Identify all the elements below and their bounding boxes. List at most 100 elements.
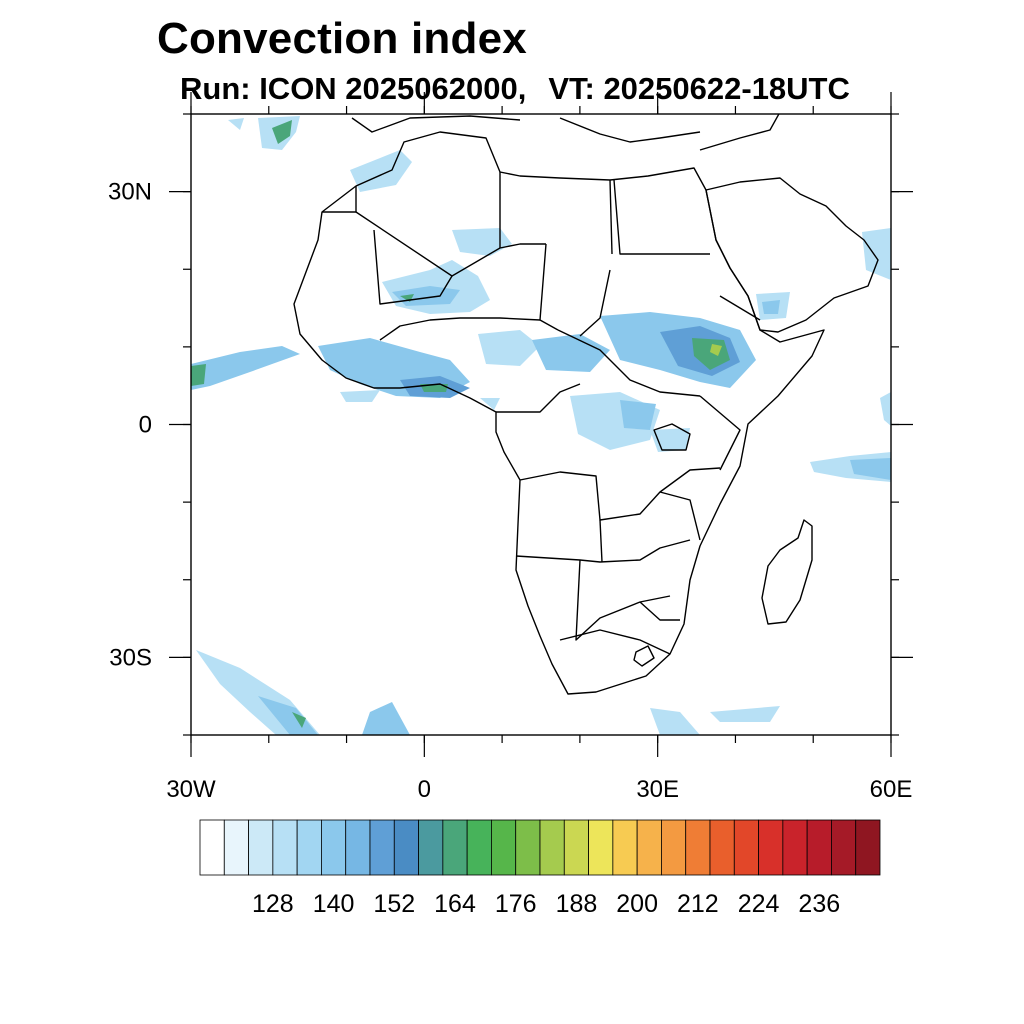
colorbar-labels: 128 140 152 164 176 188 200 212 224 236: [252, 890, 840, 918]
field-patch: [532, 334, 610, 372]
border: [609, 179, 613, 255]
chart-subtitle: Run: ICON 2025062000, VT: 20250622-18UTC: [180, 71, 850, 107]
field-patch: [480, 398, 500, 410]
colorbar-label: 140: [313, 890, 355, 918]
colorbar: [199, 819, 881, 876]
border: [557, 329, 701, 397]
border: [515, 539, 691, 563]
axis-tick-labels: 30W 0 30E 60E 30N 0 30S: [108, 179, 912, 803]
field-patch: [452, 228, 512, 256]
colorbar-swatch: [782, 819, 808, 876]
colorbar-swatch: [248, 819, 274, 876]
field-patch: [191, 364, 206, 386]
colorbar-swatch: [539, 819, 565, 876]
x-tick-label: 0: [418, 776, 431, 803]
colorbar-label: 176: [495, 890, 537, 918]
europe-coast: [351, 115, 521, 133]
colorbar-swatch: [709, 819, 735, 876]
colorbar-swatch: [466, 819, 492, 876]
colorbar-label: 164: [434, 890, 476, 918]
border: [519, 467, 721, 521]
valid-time-label: VT: 20250622-18UTC: [548, 71, 850, 106]
arabia-coast: [705, 177, 879, 333]
border: [559, 629, 671, 655]
colorbar-swatch: [199, 819, 225, 876]
colorbar-swatch: [661, 819, 687, 876]
colorbar-swatch: [636, 819, 662, 876]
field-patch: [191, 346, 300, 390]
border: [373, 229, 453, 305]
colorbar-swatch: [442, 819, 468, 876]
run-label: Run: ICON 2025062000,: [180, 71, 527, 106]
x-tick-label: 60E: [870, 776, 913, 803]
colorbar-label: 236: [798, 890, 840, 918]
y-tick-label: 0: [139, 412, 152, 439]
coastlines-and-borders: [293, 114, 879, 695]
colorbar-swatch: [369, 819, 395, 876]
axis-ticks: [169, 92, 913, 757]
field-patch: [620, 400, 656, 430]
field-patch: [340, 390, 380, 402]
border: [639, 601, 680, 621]
field-patch: [762, 300, 780, 314]
field-patch: [862, 228, 891, 280]
field-patch: [650, 708, 700, 735]
lesotho: [633, 645, 655, 667]
colorbar-label: 128: [252, 890, 294, 918]
field-patch: [362, 702, 410, 735]
border: [719, 295, 761, 321]
africa-coastline: [293, 131, 825, 695]
colorbar-swatch: [806, 819, 832, 876]
colorbar-swatch: [223, 819, 249, 876]
colorbar-swatch: [515, 819, 541, 876]
border: [579, 269, 611, 337]
colorbar-label: 152: [373, 890, 415, 918]
plot-frame: [190, 113, 892, 736]
lake-victoria: [653, 423, 691, 451]
colorbar-swatch: [296, 819, 322, 876]
colorbar-swatch: [733, 819, 759, 876]
colorbar-swatch: [758, 819, 784, 876]
y-tick-label: 30S: [109, 644, 152, 671]
border: [613, 179, 710, 255]
field-patch: [880, 392, 891, 426]
x-tick-label: 30W: [166, 776, 216, 803]
field-patch: [292, 712, 306, 728]
colorbar-swatch: [321, 819, 347, 876]
colorbar-swatch: [272, 819, 298, 876]
field-patch: [650, 428, 690, 452]
colorbar-swatch: [491, 819, 517, 876]
border: [599, 519, 603, 563]
colorbar-swatch: [612, 819, 638, 876]
border: [659, 491, 701, 541]
x-tick-label: 30E: [636, 776, 679, 803]
colorbar-label: 212: [677, 890, 719, 918]
field-patch: [272, 120, 292, 144]
colorbar-swatch: [685, 819, 711, 876]
field-patch: [228, 118, 244, 130]
colorbar-swatch: [418, 819, 444, 876]
field-patch: [850, 458, 891, 480]
colorbar-label: 200: [616, 890, 658, 918]
europe-coast-2: [559, 117, 701, 143]
levant-coast: [699, 114, 780, 151]
field-patch: [710, 706, 780, 722]
madagascar: [761, 519, 813, 625]
field-patch: [710, 344, 722, 356]
border: [379, 317, 541, 341]
colorbar-swatch: [831, 819, 857, 876]
convection-field: [191, 116, 891, 735]
chart-title: Convection index: [157, 14, 527, 63]
colorbar-swatch: [393, 819, 419, 876]
border: [699, 395, 741, 471]
field-patch: [478, 330, 540, 366]
border: [539, 243, 559, 331]
y-tick-label: 30N: [108, 179, 152, 206]
border: [496, 383, 581, 413]
colorbar-swatch: [345, 819, 371, 876]
colorbar-swatch: [563, 819, 589, 876]
colorbar-label: 188: [556, 890, 598, 918]
colorbar-label: 224: [738, 890, 780, 918]
border: [575, 559, 671, 641]
